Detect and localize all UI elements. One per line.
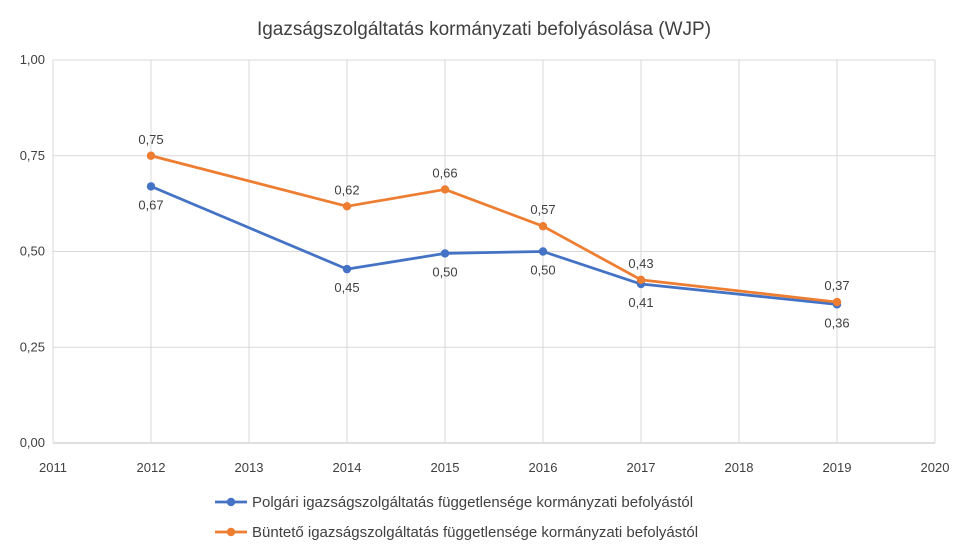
y-tick-label: 1,00: [20, 52, 45, 67]
data-label: 0,57: [530, 202, 555, 217]
data-label: 0,62: [334, 182, 359, 197]
grid: [52, 59, 936, 444]
x-axis-ticks: 2011 2012 2013 2014 2015 2016 2017 2018 2019 2020: [39, 460, 949, 475]
legend-entry: Polgári igazságszolgáltatás függetlenség…: [215, 494, 693, 511]
y-tick-label: 0,25: [20, 339, 45, 354]
data-label: 0,45: [334, 280, 359, 295]
data-point: [342, 202, 352, 211]
series-line: [149, 154, 839, 304]
chart-title: Igazságszolgáltatás kormányzati befolyás…: [257, 19, 711, 40]
y-tick-label: 0,75: [20, 148, 45, 163]
data-point: [538, 247, 548, 256]
x-tick-label: 2018: [725, 460, 754, 475]
x-tick-label: 2016: [529, 460, 558, 475]
data-point: [342, 264, 352, 274]
data-point: [440, 185, 450, 194]
legend-label: Büntető igazságszolgáltatás függetlenség…: [252, 524, 698, 541]
data-label: 0,41: [628, 295, 653, 310]
data-labels: 0,67 0,45 0,50 0,50 0,41 0,36 0,75 0,62 0,66 0,57…: [138, 132, 849, 331]
data-label: 0,66: [432, 165, 457, 180]
data-label: 0,67: [138, 197, 163, 212]
data-label: 0,50: [530, 263, 555, 278]
data-point: [440, 249, 450, 258]
y-tick-label: 0,50: [20, 244, 45, 259]
legend-marker: [226, 497, 236, 507]
x-tick-label: 2012: [137, 460, 166, 475]
x-tick-label: 2013: [235, 460, 264, 475]
x-tick-label: 2011: [39, 460, 67, 475]
x-tick-label: 2015: [431, 460, 460, 475]
data-point: [146, 182, 156, 191]
data-label: 0,75: [138, 132, 163, 147]
series-2: [146, 151, 842, 307]
x-tick-label: 2019: [823, 460, 852, 475]
x-tick-label: 2014: [333, 460, 362, 475]
series-group: [146, 151, 842, 309]
x-tick-label: 2020: [921, 460, 950, 475]
data-label: 0,50: [432, 264, 457, 279]
data-label: 0,43: [628, 256, 653, 271]
y-tick-label: 0,00: [20, 435, 45, 450]
data-label: 0,36: [824, 315, 849, 330]
legend-entry: Büntető igazságszolgáltatás függetlenség…: [215, 524, 698, 541]
data-point: [832, 297, 842, 307]
legend-label: Polgári igazságszolgáltatás függetlenség…: [252, 494, 693, 511]
data-point: [538, 222, 548, 231]
data-point: [636, 275, 646, 285]
data-point: [146, 151, 156, 160]
data-label: 0,37: [824, 278, 849, 293]
series-line: [149, 185, 839, 306]
legend: Polgári igazságszolgáltatás függetlenség…: [215, 494, 698, 541]
y-axis-ticks: 0,00 0,25 0,50 0,75 1,00: [20, 52, 45, 450]
x-tick-label: 2017: [627, 460, 656, 475]
legend-marker: [226, 527, 236, 537]
